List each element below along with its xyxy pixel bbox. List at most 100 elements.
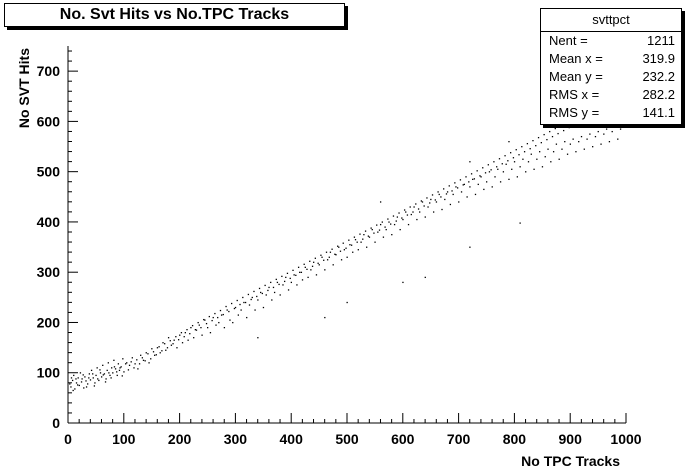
data-point (162, 342, 164, 344)
data-point (279, 294, 281, 296)
data-point (272, 286, 275, 289)
data-point (384, 226, 386, 228)
data-point (540, 142, 542, 144)
data-point (438, 193, 440, 196)
data-point (71, 379, 74, 382)
data-point (226, 309, 228, 311)
data-point (329, 251, 332, 253)
data-point (109, 374, 111, 377)
data-point (278, 283, 280, 286)
data-point (113, 366, 116, 368)
data-point (141, 357, 144, 359)
data-point (462, 184, 464, 186)
data-point (99, 369, 101, 371)
data-point (337, 245, 339, 247)
data-point (532, 140, 534, 142)
data-point (335, 254, 337, 256)
data-point (209, 332, 212, 334)
data-point (315, 274, 318, 276)
data-point (456, 187, 459, 189)
data-point (554, 127, 556, 130)
data-point (440, 196, 442, 198)
data-point (396, 216, 399, 218)
data-point (212, 316, 214, 319)
data-point (134, 363, 136, 365)
data-point (254, 309, 256, 311)
data-point (498, 158, 501, 160)
data-point (377, 231, 379, 233)
data-point (233, 307, 236, 310)
data-point (75, 378, 77, 380)
data-point (544, 156, 546, 158)
data-point (295, 274, 297, 277)
stat-row-mean-y: Mean y = 232.2 (541, 68, 681, 86)
data-point (539, 151, 541, 153)
data-point (268, 286, 270, 289)
stat-value: 141.1 (642, 105, 675, 120)
data-point (455, 186, 457, 188)
data-point (290, 281, 292, 284)
data-point (197, 321, 199, 324)
data-point (470, 173, 473, 175)
data-point (150, 358, 152, 360)
data-point (350, 244, 353, 246)
x-tick-label: 400 (280, 431, 304, 447)
data-point (120, 366, 122, 368)
data-point (435, 201, 438, 203)
x-tick-label: 800 (503, 431, 527, 447)
data-point (448, 185, 450, 187)
stat-value: 319.9 (642, 51, 675, 66)
data-point (614, 125, 616, 128)
data-point (87, 383, 89, 385)
data-point (148, 362, 150, 364)
data-point (80, 381, 83, 383)
scatter-points (69, 91, 625, 392)
data-point (92, 373, 94, 375)
data-point (217, 316, 219, 319)
data-point (594, 135, 597, 138)
data-point (508, 141, 510, 143)
data-point (88, 373, 91, 375)
data-point (228, 310, 230, 313)
data-point (407, 223, 410, 226)
data-point (370, 227, 372, 229)
data-point (376, 224, 378, 226)
stat-label: RMS x = (549, 87, 600, 102)
data-point (345, 247, 347, 249)
data-point (243, 301, 245, 304)
data-point (105, 378, 107, 380)
data-point (211, 319, 213, 322)
data-point (267, 289, 269, 292)
data-point (180, 332, 183, 334)
data-point (126, 362, 128, 364)
data-point (597, 130, 599, 133)
data-point (90, 369, 93, 372)
stat-label: Mean y = (549, 69, 603, 84)
data-point (158, 346, 160, 348)
data-point (476, 170, 478, 172)
data-point (454, 182, 456, 184)
x-tick-label: 900 (559, 431, 583, 447)
data-point (222, 313, 224, 316)
data-point (321, 256, 323, 258)
data-point (208, 315, 210, 318)
data-point (242, 296, 244, 299)
data-point (469, 246, 471, 248)
data-point (482, 167, 484, 169)
y-tick-label: 0 (52, 415, 60, 431)
data-point (583, 148, 585, 150)
data-point (275, 278, 277, 281)
data-point (403, 209, 406, 211)
data-point (159, 352, 161, 354)
data-point (513, 161, 516, 163)
data-point (170, 344, 173, 346)
data-point (250, 298, 252, 301)
data-point (261, 292, 263, 295)
data-point (225, 305, 227, 308)
data-point (387, 218, 389, 220)
data-point (332, 264, 334, 266)
stat-label: RMS y = (549, 105, 600, 120)
data-point (362, 238, 364, 240)
data-point (299, 271, 301, 273)
data-point (346, 301, 348, 304)
